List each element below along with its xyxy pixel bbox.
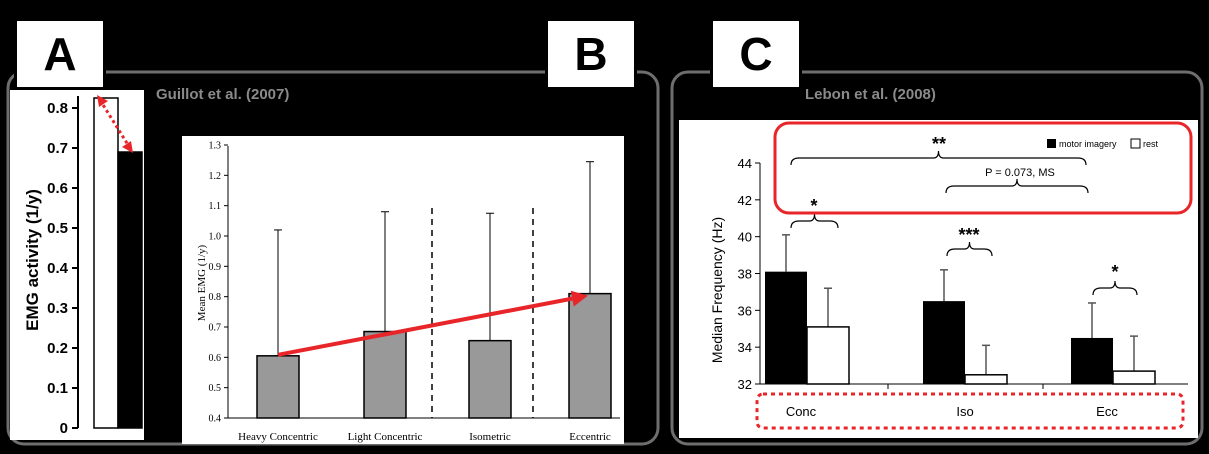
legend-label-rest: rest — [1143, 139, 1159, 149]
chart-c-ytick-label: 44 — [738, 156, 752, 171]
reference-guillot: Guillot et al. (2007) — [156, 86, 290, 103]
chart-c-bar-rest — [1112, 370, 1156, 385]
chart-a-ytick-label: 0.3 — [47, 300, 68, 317]
chart-b-ylabel: Mean EMG (1/y) — [196, 244, 208, 321]
chart-b-ytick-label: 0.6 — [209, 353, 222, 364]
chart-a-ytick-label: 0.4 — [47, 260, 69, 277]
chart-c-ytick-label: 40 — [738, 230, 752, 245]
chart-c-ytick-label: 42 — [738, 193, 752, 208]
chart-a-ytick-label: 0.2 — [47, 340, 68, 357]
chart-b-ytick-label: 1.1 — [209, 201, 222, 212]
chart-b-trend-arrowhead — [570, 290, 588, 307]
chart-b-bar-2 — [363, 330, 407, 419]
chart-c-bar-motor-imagery — [1071, 337, 1113, 384]
significance-brace — [1092, 280, 1138, 296]
chart-b-ytick-label: 1.0 — [209, 232, 222, 243]
legend-swatch-motor-imagery — [1047, 139, 1056, 148]
chart-b-category-label: Eccentric — [569, 431, 611, 443]
chart-a: EMG activity (1/y) 0 0.1 0.2 0.3 0.4 0.5 0.6 0.… — [10, 90, 144, 440]
chart-a-ytick-label: 0 — [60, 420, 68, 437]
chart-b-ytick-label: 0.8 — [209, 292, 222, 303]
significance-marker: ** — [932, 134, 946, 154]
chart-c-ytick-label: 38 — [738, 267, 752, 282]
legend-label-motor-imagery: motor imagery — [1059, 139, 1117, 149]
chart-c-bar-rest — [964, 374, 1008, 385]
chart-b-bar-4 — [568, 292, 612, 419]
chart-b-category-label: Light Concentric — [348, 431, 423, 443]
chart-c-category-label: Ecc — [1096, 404, 1118, 419]
chart-a-arrowhead-top — [97, 95, 108, 107]
chart-b-trend-arrow — [277, 296, 573, 357]
chart-c-ytick-label: 36 — [738, 303, 752, 318]
chart-a-ytick-label: 0.8 — [47, 100, 68, 117]
panel-label-b: B — [545, 18, 637, 90]
significance-marker: * — [1111, 262, 1118, 282]
significance-brace — [790, 150, 1087, 166]
panel-label-a: A — [14, 18, 106, 90]
chart-a-arrowhead-bottom — [122, 141, 133, 153]
chart-a-ytick-label: 0.1 — [47, 380, 68, 397]
chart-c-bar-motor-imagery — [765, 271, 807, 384]
chart-c-bar-motor-imagery — [923, 301, 965, 384]
chart-a-ytick-label: 0.5 — [47, 220, 68, 237]
chart-b-bar-1 — [256, 355, 300, 419]
chart-c-category-label: Conc — [786, 404, 817, 419]
chart-b-ytick-label: 0.7 — [209, 323, 222, 334]
chart-a-ytick-label: 0.7 — [47, 140, 68, 157]
chart-a-bar-1 — [93, 97, 119, 429]
chart-c-background — [679, 120, 1198, 438]
chart-a-ylabel: EMG activity (1/y) — [23, 189, 42, 331]
legend-swatch-rest — [1130, 138, 1141, 149]
chart-c-category-label: Iso — [956, 404, 973, 419]
chart-b-ytick-label: 1.2 — [209, 171, 222, 182]
chart-b-category-label: Isometric — [469, 431, 511, 443]
significance-marker: * — [810, 196, 817, 216]
chart-c-ylabel: Median Frequency (Hz) — [709, 217, 725, 363]
chart-b: Mean EMG (1/y) 0.4 0.5 0.6 0.7 0.8 0.9 1.0 1.1 1… — [182, 136, 624, 444]
chart-c-ytick-label: 34 — [738, 340, 752, 355]
chart-c-bar-rest — [806, 326, 850, 385]
chart-b-ytick-label: 1.3 — [209, 141, 222, 152]
chart-a-ytick-label: 0.6 — [47, 180, 68, 197]
chart-c-ytick-label: 32 — [738, 377, 752, 392]
chart-b-bar-3 — [468, 339, 512, 419]
p-value-annotation: P = 0.073, MS — [985, 167, 1055, 179]
chart-b-ytick-label: 0.9 — [209, 262, 222, 273]
chart-a-bar-2 — [117, 151, 143, 429]
highlight-category-box — [755, 392, 1185, 430]
chart-b-category-label: Heavy Concentric — [238, 431, 318, 443]
significance-brace — [946, 241, 993, 257]
chart-b-ytick-label: 0.5 — [209, 383, 222, 394]
significance-marker: *** — [958, 225, 979, 245]
p-value-brace — [945, 178, 1089, 194]
highlight-legend-box — [773, 121, 1193, 215]
chart-b-ytick-label: 0.4 — [209, 414, 222, 425]
panel-label-c: C — [710, 18, 802, 90]
reference-lebon: Lebon et al. (2008) — [805, 86, 936, 103]
chart-c: Median Frequency (Hz) 32 34 36 38 40 42 44 Con… — [679, 120, 1198, 438]
